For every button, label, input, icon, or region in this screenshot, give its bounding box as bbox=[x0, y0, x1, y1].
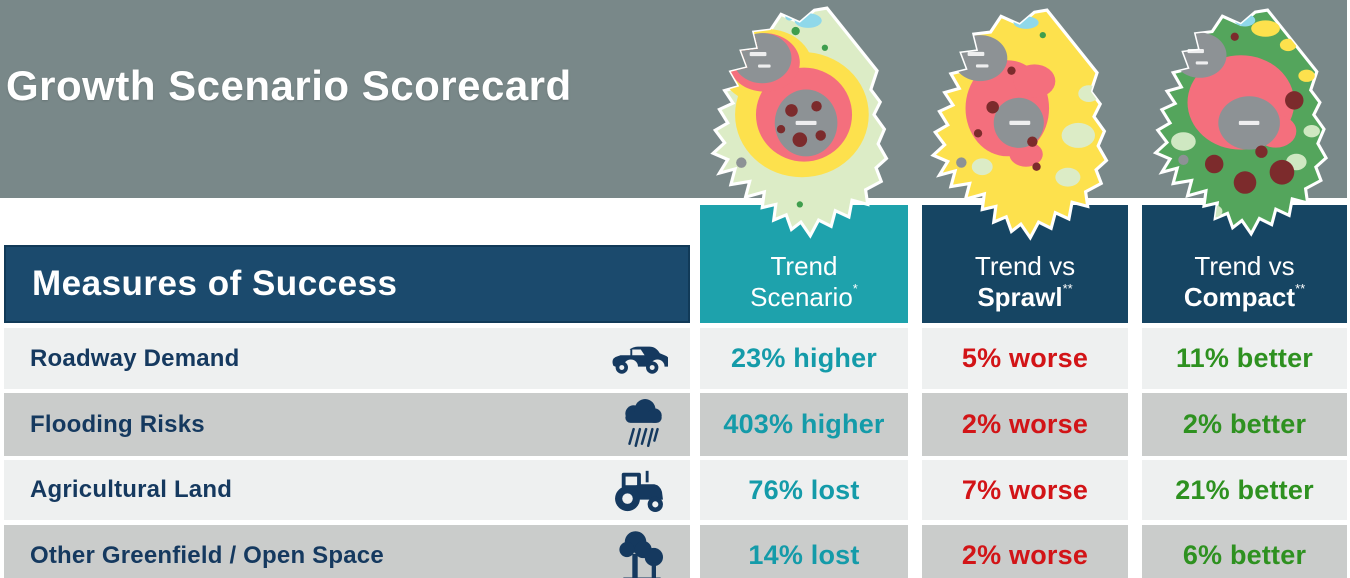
value-flooding-sprawl: 2% worse bbox=[922, 393, 1128, 456]
table-row-flooding-risks: Flooding Risks bbox=[4, 393, 690, 456]
value-agland-compact: 21% better bbox=[1142, 460, 1347, 520]
column-line2: Compact bbox=[1183, 282, 1296, 312]
car-icon bbox=[606, 340, 670, 378]
value-greenfield-compact: 6% better bbox=[1142, 525, 1347, 578]
value-agland-trend: 76% lost bbox=[700, 460, 908, 520]
column-footnote-mark: * bbox=[852, 281, 858, 296]
row-label: Roadway Demand bbox=[30, 344, 240, 372]
column-line1: Trend vs bbox=[974, 251, 1076, 281]
tractor-icon bbox=[610, 467, 668, 513]
trend-vs-compact-map bbox=[1138, 8, 1350, 240]
column-line1: Trend bbox=[770, 251, 838, 281]
column-footnote-mark: ** bbox=[1062, 281, 1073, 296]
value-roadway-trend: 23% higher bbox=[700, 328, 908, 389]
trees-icon bbox=[616, 528, 668, 578]
column-header-text: Trend Scenario* bbox=[700, 251, 908, 313]
column-line2: Scenario bbox=[750, 282, 853, 312]
measures-of-success-header: Measures of Success bbox=[4, 245, 690, 323]
table-row-roadway-demand: Roadway Demand bbox=[4, 328, 690, 389]
column-footnote-mark: ** bbox=[1295, 281, 1306, 296]
column-line2: Sprawl bbox=[977, 282, 1063, 312]
value-flooding-compact: 2% better bbox=[1142, 393, 1347, 456]
value-greenfield-sprawl: 2% worse bbox=[922, 525, 1128, 578]
column-header-text: Trend vs Compact** bbox=[1142, 251, 1347, 313]
trend-vs-sprawl-map bbox=[916, 8, 1132, 244]
column-line1: Trend vs bbox=[1194, 251, 1295, 281]
value-greenfield-trend: 14% lost bbox=[700, 525, 908, 578]
value-roadway-compact: 11% better bbox=[1142, 328, 1347, 389]
page-title: Growth Scenario Scorecard bbox=[6, 62, 572, 109]
trend-scenario-map bbox=[698, 6, 910, 242]
value-roadway-sprawl: 5% worse bbox=[922, 328, 1128, 389]
row-label: Agricultural Land bbox=[30, 476, 233, 503]
table-row-agricultural-land: Agricultural Land bbox=[4, 460, 690, 520]
table-row-other-greenfield: Other Greenfield / Open Space bbox=[4, 525, 690, 578]
header-band bbox=[0, 0, 1347, 198]
value-flooding-trend: 403% higher bbox=[700, 393, 908, 456]
measures-of-success-label: Measures of Success bbox=[32, 264, 398, 303]
row-label: Flooding Risks bbox=[30, 410, 205, 438]
rain-cloud-icon bbox=[618, 398, 668, 452]
value-agland-sprawl: 7% worse bbox=[922, 460, 1128, 520]
row-label: Other Greenfield / Open Space bbox=[30, 541, 384, 569]
column-header-text: Trend vs Sprawl** bbox=[922, 251, 1128, 313]
